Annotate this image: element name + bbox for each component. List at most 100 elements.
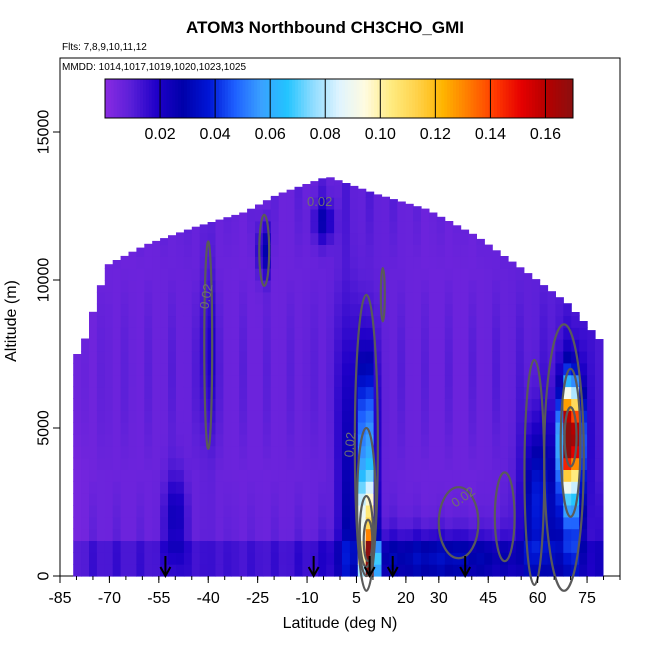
heatmap-cell	[342, 516, 351, 530]
colorbar-segment	[183, 79, 188, 118]
heatmap-cell	[294, 268, 303, 281]
colorbar-segment	[485, 79, 489, 118]
colorbar-segment	[312, 79, 317, 118]
colorbar-segment	[330, 79, 334, 118]
heatmap-cell	[310, 232, 319, 245]
heatmap-cell	[144, 268, 153, 281]
heatmap-cell	[176, 327, 185, 340]
heatmap-cell	[207, 222, 217, 234]
heatmap-cell	[349, 327, 359, 340]
heatmap-cell	[484, 398, 493, 411]
heatmap-cell	[476, 433, 485, 447]
heatmap-cell	[73, 433, 82, 447]
heatmap-cell	[183, 481, 193, 494]
heatmap-cell	[112, 481, 122, 494]
heatmap-cell	[136, 374, 145, 388]
heatmap-cell	[508, 552, 517, 565]
heatmap-cell	[89, 528, 98, 541]
heatmap-cell	[262, 398, 272, 411]
heatmap-cell	[144, 564, 153, 577]
heatmap-cell	[215, 410, 224, 423]
heatmap-cell	[120, 552, 130, 565]
heatmap-cell	[160, 481, 169, 494]
heatmap-cell	[492, 410, 501, 423]
colorbar-segment	[546, 79, 551, 118]
heatmap-cell	[136, 315, 145, 328]
heatmap-cell	[270, 422, 280, 435]
heatmap-cell	[183, 398, 193, 411]
heatmap-cell	[96, 505, 106, 518]
heatmap-cell	[112, 362, 122, 376]
colorbar-segment	[412, 79, 416, 118]
heatmap-cell	[428, 433, 438, 447]
heatmap-cell	[144, 291, 153, 305]
heatmap-cell	[539, 315, 549, 328]
heatmap-cell	[152, 339, 161, 352]
heatmap-cell	[357, 528, 367, 541]
heatmap-cell	[413, 410, 422, 423]
heatmap-cell	[160, 315, 169, 328]
heatmap-cell	[421, 327, 430, 340]
heatmap-cell	[452, 469, 462, 482]
heatmap-cell	[476, 303, 485, 317]
heatmap-cell	[492, 516, 501, 530]
heatmap-cell	[112, 291, 122, 305]
heatmap-cell	[563, 445, 572, 459]
heatmap-cell	[231, 374, 240, 388]
heatmap-cell	[152, 315, 161, 328]
heatmap-cell	[421, 505, 430, 518]
heatmap-cell	[452, 410, 462, 423]
heatmap-cell	[484, 315, 493, 328]
heatmap-cell	[555, 481, 564, 494]
heatmap-cell	[405, 386, 414, 399]
heatmap-cell	[168, 280, 177, 293]
heatmap-cell	[81, 516, 90, 530]
heatmap-cell	[508, 362, 517, 376]
heatmap-cell	[104, 264, 114, 269]
heatmap-cell	[104, 540, 114, 553]
heatmap-cell	[96, 285, 106, 293]
heatmap-cell	[215, 516, 224, 530]
heatmap-cell	[587, 505, 596, 518]
heatmap-cell	[278, 422, 288, 435]
heatmap-cell	[120, 255, 130, 257]
heatmap-cell	[389, 291, 398, 305]
heatmap-cell	[389, 339, 398, 352]
colorbar-segment	[400, 79, 404, 118]
heatmap-cell	[215, 493, 224, 506]
heatmap-cell	[595, 457, 604, 470]
colorbar-segment	[175, 79, 179, 118]
colorbar-segment	[125, 79, 129, 118]
heatmap-cell	[515, 280, 525, 293]
heatmap-cell	[112, 386, 122, 399]
heatmap-cell	[547, 469, 556, 482]
heatmap-cell	[460, 457, 470, 470]
heatmap-cell	[73, 469, 82, 482]
heatmap-cell	[373, 268, 383, 281]
heatmap-cell	[452, 303, 462, 317]
heatmap-cell	[515, 362, 525, 376]
heatmap-cell	[365, 505, 375, 518]
heatmap-cell	[444, 505, 454, 518]
heatmap-cell	[334, 197, 343, 210]
heatmap-cell	[231, 564, 240, 577]
heatmap-cell	[547, 374, 556, 388]
heatmap-cell	[255, 445, 264, 459]
heatmap-cell	[191, 505, 201, 518]
heatmap-cell	[326, 457, 335, 470]
heatmap-cell	[452, 268, 462, 281]
heatmap-cell	[191, 540, 201, 553]
heatmap-cell	[318, 505, 327, 518]
heatmap-cell	[571, 398, 580, 411]
heatmap-cell	[381, 493, 390, 506]
heatmap-cell	[421, 220, 430, 234]
heatmap-cell	[508, 493, 517, 506]
heatmap-cell	[413, 528, 422, 541]
heatmap-cell	[270, 256, 280, 269]
heatmap-cell	[278, 197, 288, 210]
heatmap-cell	[397, 433, 406, 447]
heatmap-cell	[89, 398, 98, 411]
heatmap-cell	[365, 528, 375, 541]
heatmap-cell	[421, 540, 430, 553]
heatmap-cell	[199, 481, 209, 494]
